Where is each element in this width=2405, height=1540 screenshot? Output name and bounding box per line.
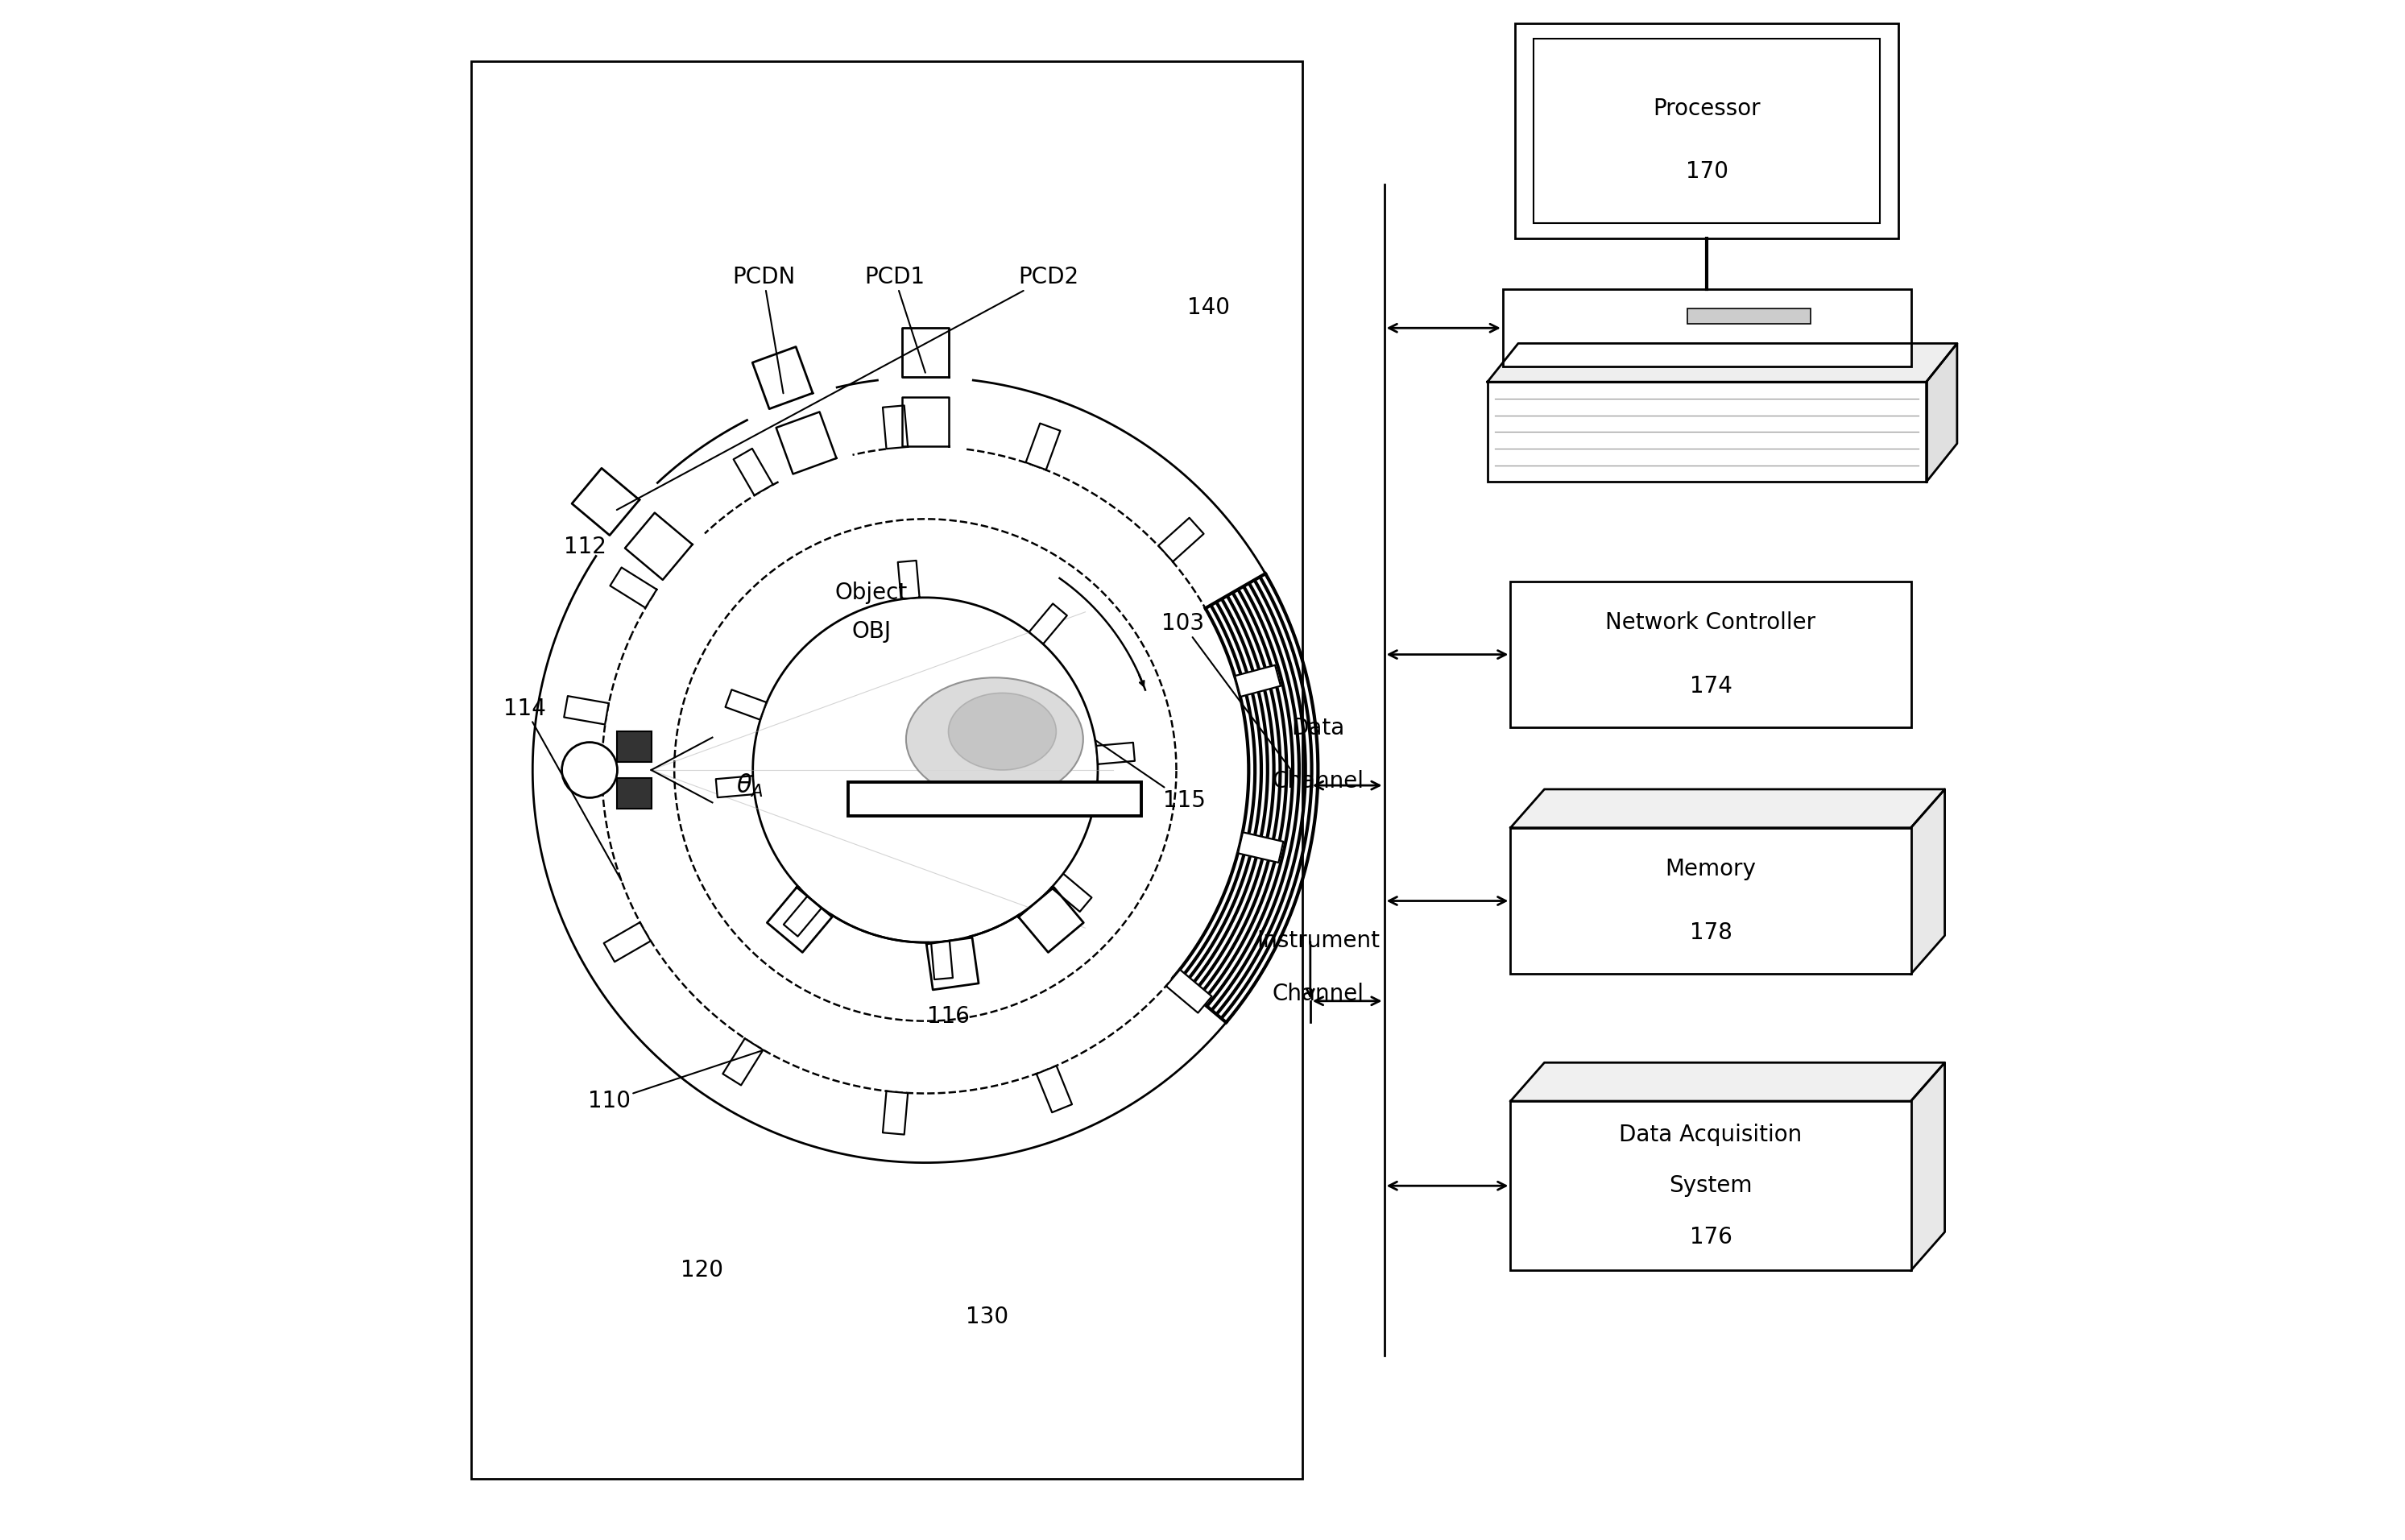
Text: 120: 120 [681,1260,724,1281]
Polygon shape [1029,604,1068,644]
Bar [618,731,652,762]
Polygon shape [604,922,652,962]
Text: 116: 116 [926,1006,969,1027]
Bar [618,778,652,808]
Polygon shape [931,941,952,979]
Polygon shape [1510,788,1946,829]
Text: 110: 110 [589,1050,765,1112]
Text: OBJ: OBJ [851,621,892,642]
Text: Data Acquisition: Data Acquisition [1619,1123,1801,1146]
Bar [1503,290,1912,367]
Text: 140: 140 [1188,297,1229,319]
Bar [849,782,1140,816]
Polygon shape [572,468,640,536]
Polygon shape [883,1092,907,1135]
Polygon shape [1926,343,1958,482]
Polygon shape [1486,343,1958,382]
Polygon shape [1159,517,1205,562]
Bar [471,62,1304,1478]
Polygon shape [1239,832,1284,862]
Text: Memory: Memory [1664,858,1756,881]
Bar [1510,582,1912,728]
Polygon shape [902,328,948,377]
Polygon shape [1037,1066,1073,1112]
Polygon shape [717,776,755,798]
Text: 170: 170 [1686,160,1729,183]
Text: Instrument: Instrument [1255,929,1380,952]
Text: 103: 103 [1162,613,1291,770]
Text: 114: 114 [503,698,620,881]
Circle shape [563,742,618,798]
Polygon shape [784,896,823,936]
Polygon shape [1234,665,1279,696]
Ellipse shape [907,678,1082,801]
Polygon shape [1912,788,1946,975]
Text: Channel: Channel [1272,983,1364,1006]
Text: 174: 174 [1688,675,1732,698]
Bar [1510,829,1912,975]
Polygon shape [724,1038,762,1086]
Text: Data: Data [1291,716,1344,739]
Bar [1515,23,1898,239]
Text: Network Controller: Network Controller [1607,611,1816,634]
Polygon shape [902,397,948,447]
Text: Processor: Processor [1652,97,1760,120]
Text: Object: Object [835,582,907,604]
Polygon shape [753,346,813,410]
Text: 178: 178 [1688,921,1732,944]
Polygon shape [734,448,772,496]
Text: 130: 130 [964,1306,1008,1327]
Polygon shape [625,513,693,581]
Polygon shape [897,561,919,599]
Ellipse shape [948,693,1056,770]
Polygon shape [1051,873,1092,912]
Bar [1510,1101,1912,1270]
Polygon shape [1166,970,1212,1013]
Text: PCDN: PCDN [731,266,796,393]
Text: 176: 176 [1688,1226,1732,1249]
Polygon shape [565,696,608,724]
Polygon shape [926,938,979,990]
Polygon shape [611,567,657,608]
Polygon shape [726,690,767,719]
Text: Channel: Channel [1272,770,1364,793]
Bar [1534,38,1881,223]
Polygon shape [767,887,832,952]
Text: PCD2: PCD2 [616,266,1080,510]
Polygon shape [883,405,907,448]
Polygon shape [777,411,837,474]
Polygon shape [1510,1063,1946,1101]
Text: $\theta_A$: $\theta_A$ [736,772,762,799]
Text: 115: 115 [1094,741,1205,812]
Polygon shape [1027,424,1061,470]
Polygon shape [1097,742,1135,764]
Text: 112: 112 [563,536,606,557]
Text: PCD1: PCD1 [863,266,926,373]
Polygon shape [1912,1063,1946,1270]
Bar [1688,308,1811,325]
Polygon shape [1017,887,1085,952]
Bar [1486,382,1926,482]
Text: System: System [1669,1175,1753,1197]
